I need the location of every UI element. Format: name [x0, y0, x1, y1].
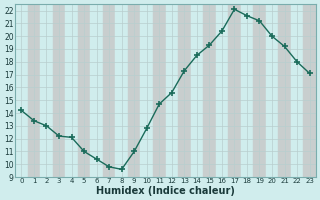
Bar — [15, 4, 28, 177]
Bar — [278, 4, 291, 177]
Bar — [40, 4, 53, 177]
Bar — [203, 4, 216, 177]
Bar — [178, 4, 191, 177]
Bar — [266, 4, 278, 177]
Bar — [103, 4, 116, 177]
Bar — [241, 4, 253, 177]
Bar — [191, 4, 203, 177]
Bar — [303, 4, 316, 177]
Bar — [228, 4, 241, 177]
Bar — [140, 4, 153, 177]
Bar — [90, 4, 103, 177]
Bar — [28, 4, 40, 177]
Bar — [165, 4, 178, 177]
Bar — [216, 4, 228, 177]
Bar — [78, 4, 90, 177]
Bar — [253, 4, 266, 177]
Bar — [128, 4, 140, 177]
Bar — [291, 4, 303, 177]
Bar — [53, 4, 65, 177]
Bar — [153, 4, 165, 177]
X-axis label: Humidex (Indice chaleur): Humidex (Indice chaleur) — [96, 186, 235, 196]
Bar — [116, 4, 128, 177]
Bar — [65, 4, 78, 177]
